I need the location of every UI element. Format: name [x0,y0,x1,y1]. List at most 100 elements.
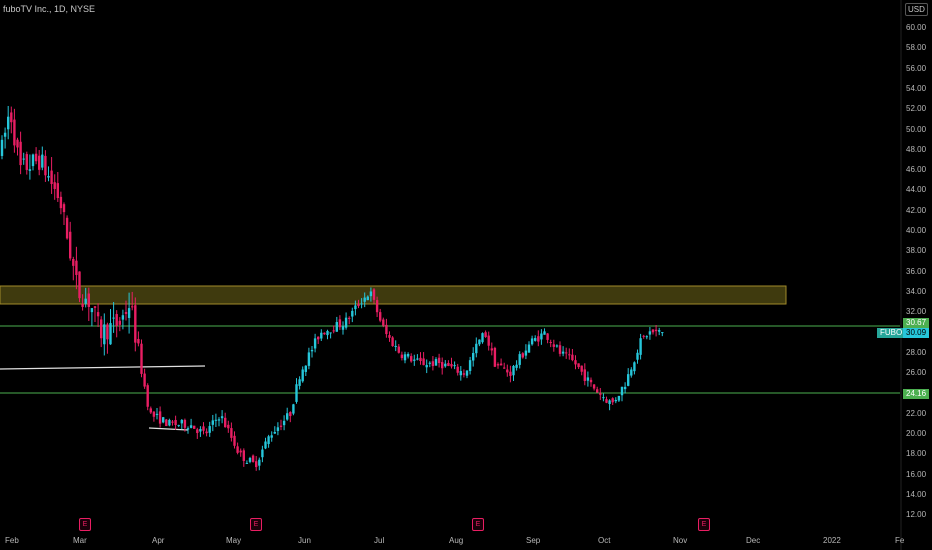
candle-body [28,169,32,171]
candle-body [583,369,586,381]
candle-body [7,116,10,130]
candle-body [100,319,103,339]
candle-body [84,298,87,304]
candle-body [47,176,50,178]
time-axis-label: Dec [746,536,761,545]
candle-body [165,419,168,427]
candle-body [109,323,112,345]
candle-body [354,305,357,310]
candle-body [512,365,515,376]
candle-body [416,358,419,360]
candle-body [264,441,267,449]
candle-body [394,345,397,347]
candle-body [630,369,633,376]
currency-button[interactable]: USD [905,3,928,16]
candle-body [245,462,249,464]
candle-body [623,386,627,390]
candle-body [134,305,137,343]
candle-body [484,332,487,338]
candle-body [115,314,118,326]
candle-body [478,339,481,345]
trendline-long[interactable] [0,365,206,370]
candle-body [369,291,373,297]
candle-body [180,419,183,424]
candle-body [431,361,435,367]
candle-body [19,141,22,166]
candle-body [255,461,258,468]
candle-body [636,352,639,360]
candle-body [518,354,521,365]
candle-body [202,426,205,431]
candle-body [397,346,400,353]
candle-body [580,365,583,372]
candle-body [642,335,645,337]
candle-body [428,362,431,364]
candle-body [326,330,329,336]
candle-body [242,450,245,461]
candle-body [171,421,174,423]
earnings-icon[interactable]: E [250,518,262,531]
price-tag-lower-line: 24.16 [903,389,930,399]
candle-body [413,359,416,361]
candle-body [10,112,13,123]
candle-body [639,338,642,355]
last-price-tag: 30.09 [903,328,930,338]
price-axis-label: 40.00 [906,226,927,235]
candle-body [555,345,559,347]
candle-body [592,384,596,389]
candle-body [540,333,543,340]
candle-body [205,431,208,434]
candle-body [341,326,345,330]
candle-body [481,333,484,343]
resistance-zone[interactable] [0,285,787,305]
candle-body [468,360,472,371]
price-axis-label: 22.00 [906,408,927,418]
candle-body [558,345,562,354]
earnings-icon[interactable]: E [472,518,484,531]
candle-body [261,449,264,458]
candle-body [475,343,478,354]
candle-body [453,365,456,367]
trendline-short[interactable] [148,427,189,431]
candle-body [506,369,509,373]
candle-body [391,337,394,347]
candle-body [372,289,376,300]
candle-body [524,350,528,356]
candle-body [379,312,382,321]
candle-body [385,324,388,335]
candle-body [186,428,190,430]
candle-body [586,377,590,381]
candle-body [499,363,503,366]
candle-body [131,306,134,308]
time-axis-label: Feb [5,536,19,545]
price-axis-label: 54.00 [906,83,927,93]
candle-body [527,344,531,353]
price-axis-label: 60.00 [906,23,927,32]
candle-body [530,338,534,345]
candle-body [447,362,450,366]
price-axis-label: 32.00 [906,307,927,317]
candle-body [382,319,385,326]
candle-body [34,153,38,162]
candle-body [357,304,360,307]
candle-body [65,217,69,239]
earnings-icon[interactable]: E [79,518,91,531]
candle-body [534,338,537,341]
candle-body [320,332,323,339]
candle-body [614,399,617,402]
candle-body [248,458,252,462]
candle-body [112,317,115,319]
candle-body [351,310,354,317]
candle-body [661,332,664,334]
price-axis-label: 36.00 [906,266,927,276]
candle-body [183,419,187,428]
candle-body [425,364,428,368]
candle-body [279,425,283,427]
candle-body [196,429,199,434]
candle-body [168,419,171,426]
candle-body [90,308,94,313]
candle-body [149,408,152,413]
earnings-icon[interactable]: E [698,518,710,531]
candle-body [214,419,218,421]
